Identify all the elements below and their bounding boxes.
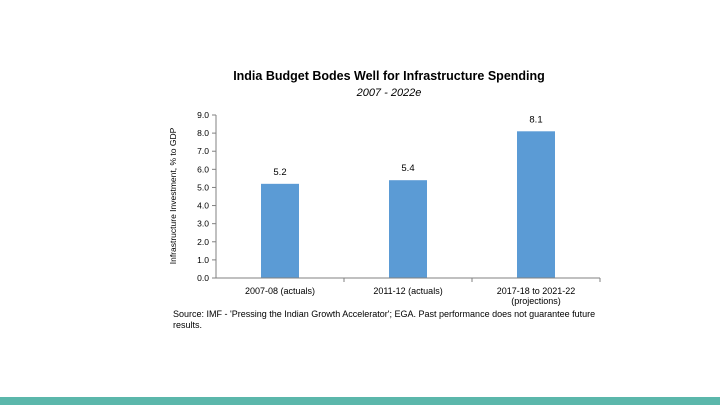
x-category-label: 2017-18 to 2021-22 [497, 286, 576, 296]
y-tick-label: 9.0 [197, 110, 209, 120]
footer-accent-bar [0, 397, 720, 405]
y-axis-label: Infrastructure Investment, % to GDP [168, 127, 178, 264]
bar-value-label: 5.4 [401, 163, 414, 174]
bar [389, 180, 427, 278]
x-category-label: (projections) [511, 296, 561, 306]
y-tick-label: 5.0 [197, 182, 209, 192]
y-tick-label: 2.0 [197, 237, 209, 247]
bar-value-label: 8.1 [529, 114, 542, 125]
y-tick-label: 3.0 [197, 219, 209, 229]
y-tick-label: 8.0 [197, 128, 209, 138]
chart-title: India Budget Bodes Well for Infrastructu… [233, 69, 545, 83]
x-category-label: 2007-08 (actuals) [245, 286, 315, 296]
source-note: Source: IMF - 'Pressing the Indian Growt… [173, 309, 596, 330]
bar [517, 131, 555, 278]
y-tick-label: 0.0 [197, 273, 209, 283]
bar-value-label: 5.2 [273, 167, 286, 178]
y-tick-label: 6.0 [197, 164, 209, 174]
chart-subtitle: 2007 - 2022e [356, 87, 422, 99]
x-category-label: 2011-12 (actuals) [373, 286, 442, 296]
y-tick-label: 4.0 [197, 201, 209, 211]
y-tick-label: 7.0 [197, 146, 209, 156]
bar [261, 183, 299, 278]
y-tick-label: 1.0 [197, 255, 209, 265]
